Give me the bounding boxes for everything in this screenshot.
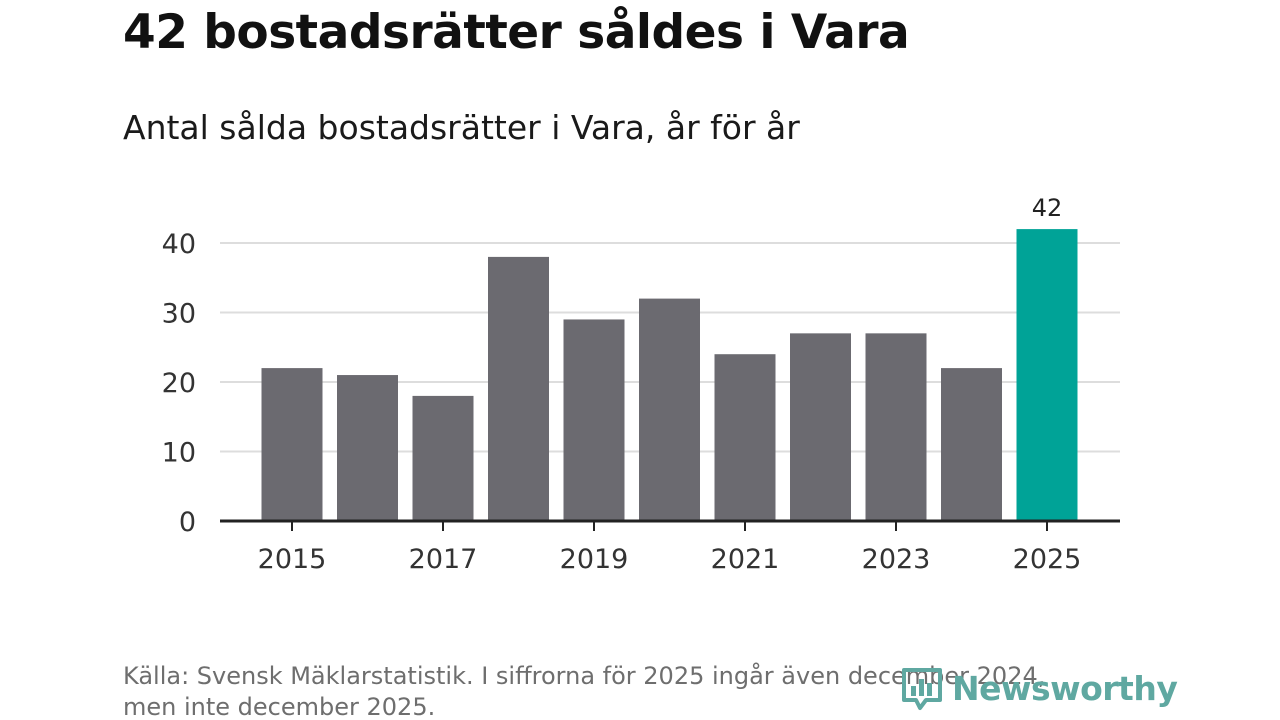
bar-2018 <box>488 256 549 521</box>
bar-2025 <box>1016 229 1078 521</box>
newsworthy-logo: Newsworthy <box>900 666 1178 712</box>
bar-2015 <box>261 368 323 521</box>
source-line-2: men inte december 2025. <box>123 693 436 720</box>
bar-2020 <box>639 298 700 521</box>
x-tick-label-2015: 2015 <box>258 544 327 575</box>
y-tick-label-40: 40 <box>162 229 196 260</box>
data-label-2025: 42 <box>1032 194 1063 222</box>
x-tick-label-2017: 2017 <box>409 544 478 575</box>
x-tick-label-2023: 2023 <box>862 544 931 575</box>
y-tick-label-20: 20 <box>162 368 196 399</box>
bar-2022 <box>790 333 851 521</box>
bar-2023 <box>865 333 927 521</box>
x-tick-label-2021: 2021 <box>711 544 780 575</box>
x-tick-label-2025: 2025 <box>1013 544 1082 575</box>
source-note: Källa: Svensk Mäklarstatistik. I siffror… <box>123 661 1123 720</box>
y-tick-label-0: 0 <box>179 507 196 538</box>
y-tick-label-30: 30 <box>162 299 196 330</box>
bar-chart-logo-icon <box>902 668 942 710</box>
source-line-1: Källa: Svensk Mäklarstatistik. I siffror… <box>123 662 1046 690</box>
bar-2016 <box>337 375 398 521</box>
bar-2024 <box>941 368 1002 521</box>
chart-title: 42 bostadsrätter såldes i Vara <box>123 5 910 60</box>
x-tick-label-2019: 2019 <box>560 544 629 575</box>
y-tick-label-10: 10 <box>162 438 196 469</box>
bar-2021 <box>714 354 776 521</box>
bar-2017 <box>412 395 474 521</box>
bar-2019 <box>563 319 625 521</box>
logo-wordmark: Newsworthy <box>952 669 1178 708</box>
chart-subtitle: Antal sålda bostadsrätter i Vara, år för… <box>123 108 800 147</box>
